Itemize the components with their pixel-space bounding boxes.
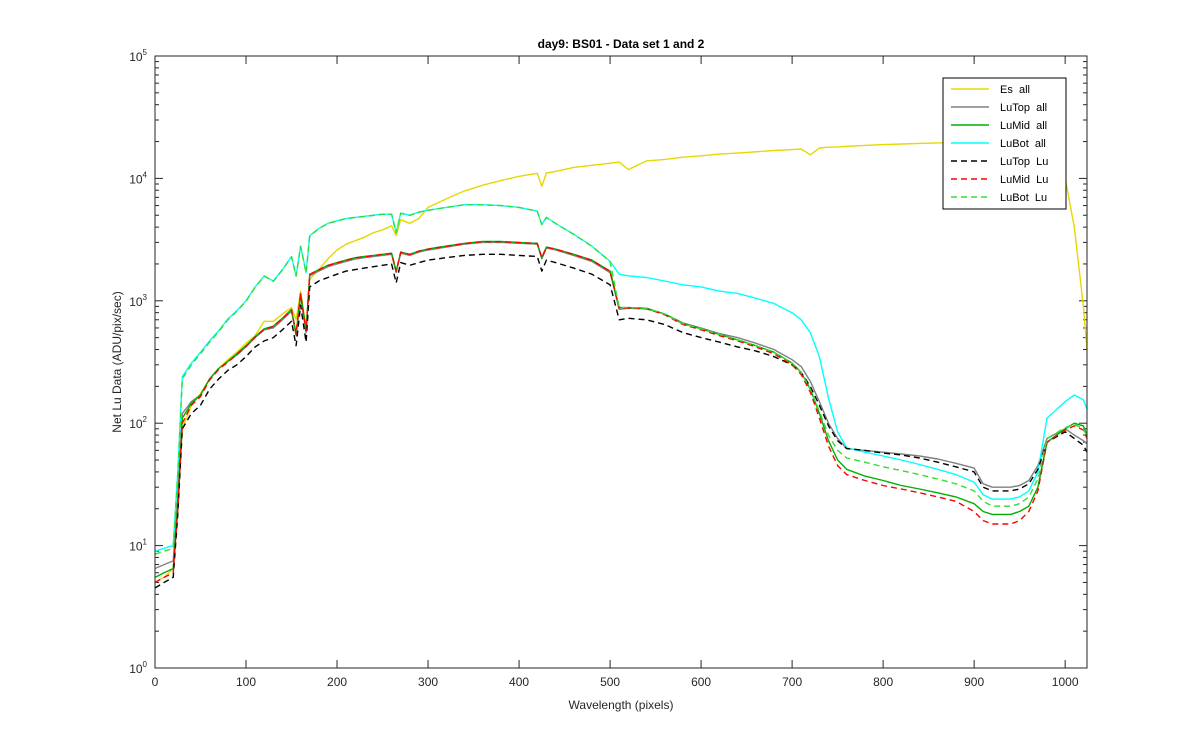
legend-label: LuBot Lu bbox=[1000, 192, 1047, 204]
legend-label: LuTop Lu bbox=[1000, 156, 1048, 168]
y-tick-exponent: 1 bbox=[143, 538, 148, 547]
x-tick-label: 400 bbox=[509, 675, 529, 689]
y-tick-label: 104 bbox=[129, 170, 147, 186]
y-tick-base: 10 bbox=[129, 295, 143, 309]
y-tick-exponent: 5 bbox=[143, 48, 148, 57]
legend-label: LuBot all bbox=[1000, 138, 1046, 150]
y-tick-base: 10 bbox=[129, 172, 143, 186]
x-axis-label: Wavelength (pixels) bbox=[569, 698, 674, 712]
y-tick-label: 101 bbox=[129, 538, 147, 554]
plot-frame bbox=[154, 55, 1088, 669]
y-tick-exponent: 0 bbox=[143, 660, 148, 669]
legend-label: LuMid all bbox=[1000, 120, 1047, 132]
x-tick-label: 1000 bbox=[1052, 675, 1079, 689]
plot-area bbox=[155, 56, 1087, 668]
x-tick-label: 600 bbox=[691, 675, 711, 689]
y-tick-label: 100 bbox=[129, 660, 147, 676]
y-tick-exponent: 4 bbox=[143, 170, 148, 179]
x-tick-label: 700 bbox=[782, 675, 802, 689]
series-line bbox=[154, 204, 1088, 555]
x-axis-ticks: 0 100 200 300 400 500 600 700 800 900 1000 bbox=[152, 56, 1079, 689]
series-line bbox=[154, 253, 1088, 589]
series-line bbox=[154, 241, 1088, 584]
legend-label: Es all bbox=[1000, 84, 1030, 96]
y-axis-label: Net Lu Data (ADU/pix/sec) bbox=[110, 291, 124, 432]
x-tick-label: 100 bbox=[236, 675, 256, 689]
x-tick-label: 200 bbox=[327, 675, 347, 689]
x-tick-label: 0 bbox=[152, 675, 159, 689]
y-tick-label: 105 bbox=[129, 48, 147, 64]
y-tick-label: 102 bbox=[129, 415, 147, 431]
y-tick-base: 10 bbox=[129, 417, 143, 431]
y-tick-exponent: 2 bbox=[143, 415, 148, 424]
chart-title: day9: BS01 - Data set 1 and 2 bbox=[538, 37, 705, 51]
y-tick-base: 10 bbox=[129, 50, 143, 64]
x-tick-label: 300 bbox=[418, 675, 438, 689]
legend-items: Es all LuTop all LuMid all LuBot all LuTop L… bbox=[951, 84, 1048, 204]
legend: Es all LuTop all LuMid all LuBot all LuTop L… bbox=[942, 77, 1067, 210]
series-line bbox=[154, 140, 1088, 584]
x-tick-label: 900 bbox=[964, 675, 984, 689]
legend-label: LuMid Lu bbox=[1000, 174, 1048, 186]
y-tick-exponent: 3 bbox=[143, 293, 148, 302]
legend-label: LuTop all bbox=[1000, 102, 1047, 114]
y-tick-base: 10 bbox=[129, 540, 143, 554]
y-tick-base: 10 bbox=[129, 662, 143, 676]
x-tick-label: 800 bbox=[873, 675, 893, 689]
x-tick-label: 500 bbox=[600, 675, 620, 689]
series-lines bbox=[154, 140, 1088, 589]
y-tick-label: 103 bbox=[129, 293, 147, 309]
